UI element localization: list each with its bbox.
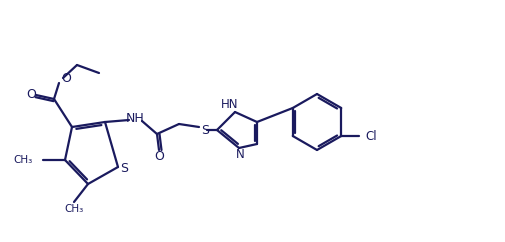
Text: CH₃: CH₃: [14, 155, 33, 165]
Text: NH: NH: [126, 112, 144, 124]
Text: O: O: [154, 150, 164, 162]
Text: CH₃: CH₃: [64, 204, 84, 214]
Text: HN: HN: [221, 98, 239, 111]
Text: S: S: [201, 123, 209, 136]
Text: O: O: [61, 73, 71, 85]
Text: N: N: [236, 149, 244, 161]
Text: S: S: [120, 161, 128, 174]
Text: Cl: Cl: [365, 129, 377, 143]
Text: O: O: [26, 88, 36, 100]
